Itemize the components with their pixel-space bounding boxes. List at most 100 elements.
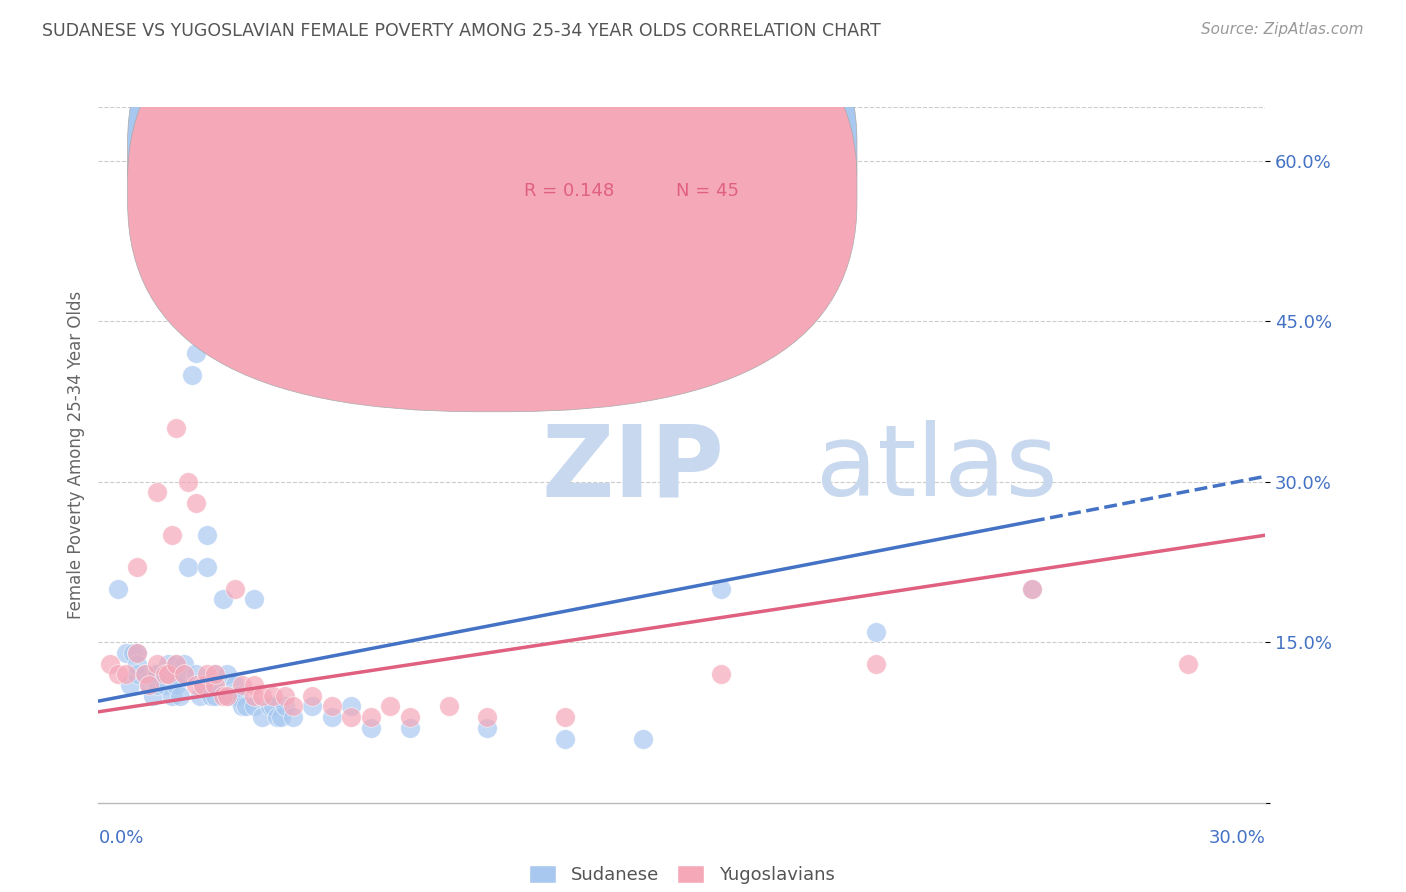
Point — [146, 678, 169, 692]
Point — [162, 528, 184, 542]
Point — [138, 678, 160, 692]
Point — [554, 710, 576, 724]
Point — [215, 689, 238, 703]
Point — [710, 582, 733, 596]
Point — [107, 582, 129, 596]
Point — [865, 624, 887, 639]
Point — [173, 667, 195, 681]
Point — [195, 667, 218, 681]
Point — [184, 496, 207, 510]
Point — [134, 667, 156, 681]
Point — [204, 667, 226, 681]
FancyBboxPatch shape — [460, 128, 834, 219]
Text: N = 45: N = 45 — [676, 182, 740, 200]
Text: 0.0%: 0.0% — [98, 829, 143, 847]
Point — [228, 689, 250, 703]
Point — [114, 646, 136, 660]
Point — [157, 667, 180, 681]
Point — [200, 689, 222, 703]
Point — [184, 678, 207, 692]
Point — [1177, 657, 1199, 671]
Point — [177, 475, 200, 489]
Point — [340, 710, 363, 724]
Point — [301, 699, 323, 714]
Point — [262, 699, 284, 714]
Point — [127, 646, 149, 660]
Point — [98, 657, 121, 671]
Point — [188, 689, 211, 703]
Point — [360, 710, 382, 724]
Point — [710, 667, 733, 681]
Point — [127, 646, 149, 660]
Text: R = 0.148: R = 0.148 — [524, 182, 614, 200]
Text: R = 0.196: R = 0.196 — [524, 145, 614, 162]
Point — [180, 368, 202, 382]
Point — [250, 710, 273, 724]
Point — [398, 710, 420, 724]
Point — [274, 689, 297, 703]
Point — [122, 646, 145, 660]
Point — [177, 560, 200, 574]
Point — [173, 667, 195, 681]
Text: SUDANESE VS YUGOSLAVIAN FEMALE POVERTY AMONG 25-34 YEAR OLDS CORRELATION CHART: SUDANESE VS YUGOSLAVIAN FEMALE POVERTY A… — [42, 22, 882, 40]
Text: Source: ZipAtlas.com: Source: ZipAtlas.com — [1201, 22, 1364, 37]
Point — [398, 721, 420, 735]
Point — [169, 689, 191, 703]
Point — [165, 678, 187, 692]
Point — [231, 678, 253, 692]
Point — [281, 699, 304, 714]
Point — [477, 710, 499, 724]
Legend: Sudanese, Yugoslavians: Sudanese, Yugoslavians — [522, 857, 842, 891]
Point — [281, 710, 304, 724]
Point — [146, 485, 169, 500]
Point — [165, 667, 187, 681]
Point — [1021, 582, 1043, 596]
Text: 30.0%: 30.0% — [1209, 829, 1265, 847]
Point — [378, 699, 402, 714]
Point — [215, 689, 238, 703]
Point — [274, 699, 297, 714]
Point — [153, 678, 176, 692]
Point — [127, 560, 149, 574]
Point — [266, 710, 288, 724]
Point — [224, 582, 246, 596]
Point — [118, 678, 141, 692]
Point — [437, 699, 460, 714]
Point — [865, 657, 887, 671]
Point — [259, 699, 281, 714]
Point — [212, 592, 235, 607]
Point — [162, 689, 184, 703]
Text: atlas: atlas — [815, 420, 1057, 517]
Point — [193, 678, 215, 692]
Point — [204, 689, 226, 703]
Point — [250, 689, 273, 703]
Point — [193, 678, 215, 692]
Point — [146, 667, 169, 681]
Point — [146, 657, 169, 671]
Point — [477, 721, 499, 735]
Point — [165, 657, 187, 671]
Text: ZIP: ZIP — [541, 420, 724, 517]
Point — [127, 667, 149, 681]
Point — [204, 667, 226, 681]
Point — [321, 710, 343, 724]
Point — [107, 667, 129, 681]
Point — [1021, 582, 1043, 596]
Point — [262, 689, 284, 703]
Point — [138, 678, 160, 692]
FancyBboxPatch shape — [128, 0, 856, 412]
Point — [165, 657, 187, 671]
Point — [195, 560, 218, 574]
Point — [231, 699, 253, 714]
Point — [243, 689, 266, 703]
Point — [235, 699, 257, 714]
Point — [243, 678, 266, 692]
Point — [219, 689, 242, 703]
Point — [184, 667, 207, 681]
Point — [153, 667, 176, 681]
Point — [204, 678, 226, 692]
FancyBboxPatch shape — [128, 0, 856, 375]
Point — [554, 731, 576, 746]
Point — [301, 689, 323, 703]
Point — [224, 689, 246, 703]
